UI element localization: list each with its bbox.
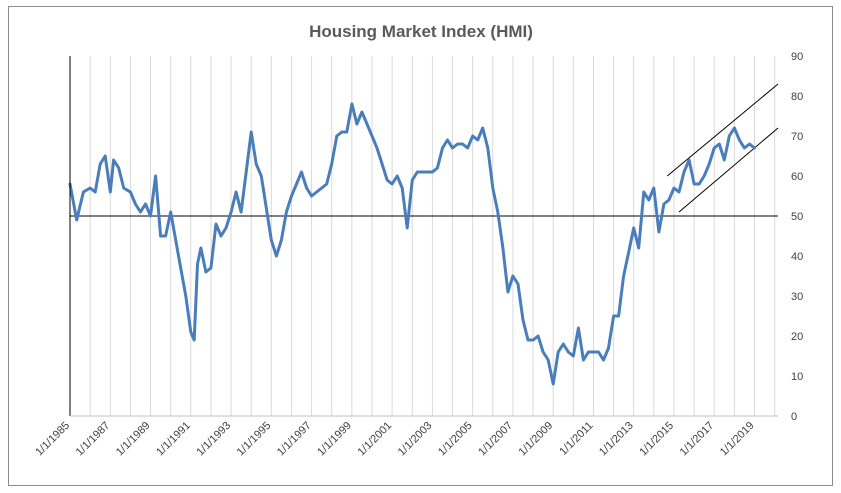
x-tick-label: 1/1/2001 <box>355 420 394 459</box>
x-tick-label: 1/1/1997 <box>275 420 314 459</box>
y-tick-label: 50 <box>791 211 803 223</box>
hmi-series-line <box>68 102 756 386</box>
x-tick-label: 1/1/2019 <box>718 420 757 459</box>
x-tick-label: 1/1/1991 <box>154 420 193 459</box>
y-tick-label: 70 <box>791 131 803 143</box>
chart-frame: Housing Market Index (HMI) 0 10 20 30 40 50 60… <box>8 6 833 486</box>
x-tick-label: 1/1/2015 <box>637 420 676 459</box>
x-tick-label: 1/1/1987 <box>74 420 113 459</box>
x-tick-label: 1/1/2009 <box>517 420 556 459</box>
vertical-gridlines <box>69 56 776 416</box>
x-tick-label: 1/1/2005 <box>436 420 475 459</box>
y-tick-label: 40 <box>791 251 803 263</box>
x-tick-label: 1/1/2007 <box>476 420 515 459</box>
y-tick-label: 60 <box>791 171 803 183</box>
chart-svg: Housing Market Index (HMI) 0 10 20 30 40 50 60… <box>33 22 803 459</box>
x-tick-label: 1/1/2011 <box>557 420 595 458</box>
y-tick-label: 80 <box>791 91 803 103</box>
x-tick-label: 1/1/2003 <box>396 420 435 459</box>
x-tick-label: 1/1/1985 <box>33 420 72 459</box>
x-tick-label: 1/1/2017 <box>678 420 717 459</box>
x-axis: 1/1/1985 1/1/1987 1/1/1989 1/1/1991 1/1/1993… <box>33 415 778 459</box>
trend-channel-line <box>678 127 779 213</box>
x-tick-label: 1/1/1995 <box>235 420 274 459</box>
y-tick-label: 20 <box>791 331 803 343</box>
y-tick-label: 30 <box>791 291 803 303</box>
x-tick-label: 1/1/1989 <box>114 420 153 459</box>
y-tick-label: 90 <box>791 51 803 63</box>
annotation-lines <box>70 83 779 217</box>
series-layer <box>68 102 756 386</box>
y-tick-label: 0 <box>791 411 797 423</box>
x-tick-label: 1/1/1993 <box>194 420 233 459</box>
chart-title: Housing Market Index (HMI) <box>309 22 533 41</box>
y-axis: 0 10 20 30 40 50 60 70 80 90 <box>69 51 803 423</box>
x-tick-label: 1/1/2013 <box>597 420 636 459</box>
trend-channel-line <box>666 83 779 177</box>
x-tick-label: 1/1/1999 <box>315 420 354 459</box>
y-tick-label: 10 <box>791 371 803 383</box>
